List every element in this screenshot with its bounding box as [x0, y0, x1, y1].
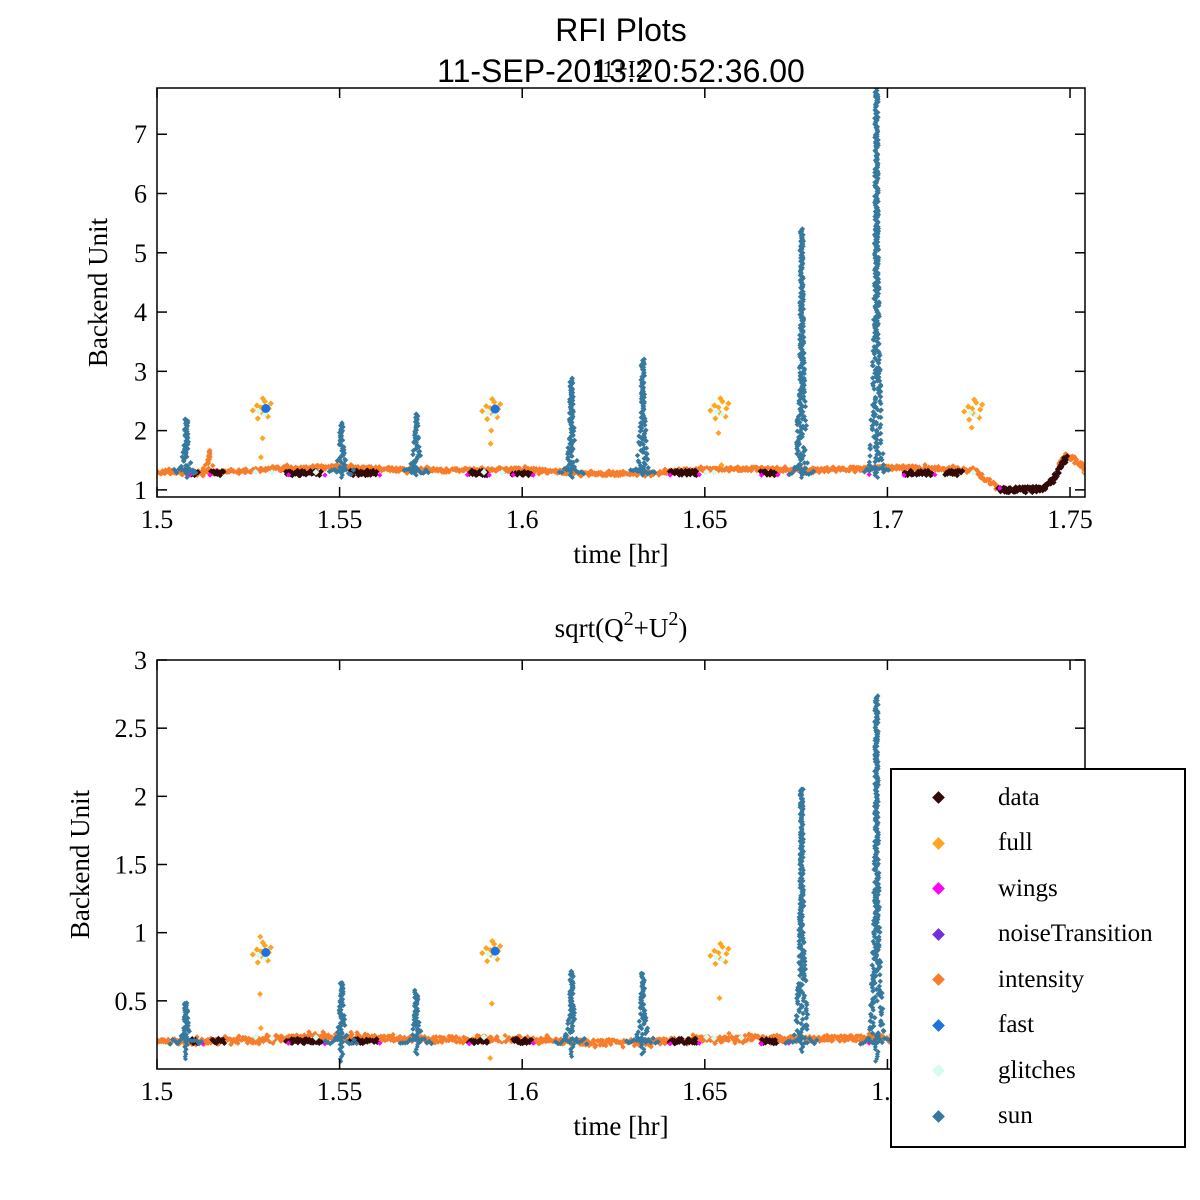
legend-item-sun: sun	[892, 1094, 1184, 1140]
series-data	[188, 453, 1071, 496]
top-plot-axes: 1.5 1.55 1.6 1.65 1.7 1.75 1 2 3 4 5 6 7 time [hr] Bac…	[83, 87, 1093, 569]
y-tick-label: 3	[134, 646, 147, 675]
x-tick-label: 1.6	[506, 1077, 539, 1106]
legend-label: noiseTransition	[998, 920, 1153, 948]
y-axis-label: Backend Unit	[65, 789, 95, 939]
subplot2-title-part: )	[678, 613, 688, 643]
legend-label: intensity	[998, 965, 1085, 993]
legend-item-fast: fast	[892, 1003, 1184, 1049]
x-tick-label: 1.75	[1047, 505, 1093, 534]
series-sun	[171, 88, 892, 480]
x-tick-label: 1.55	[317, 1077, 363, 1106]
y-tick-label: 7	[134, 120, 147, 149]
legend-marker-data	[932, 791, 945, 805]
legend-marker-fast	[932, 1018, 945, 1032]
x-tick-label: 1.55	[317, 505, 363, 534]
subplot2-title: sqrt(Q2+U2)	[157, 606, 1085, 643]
subplot2-title-part: 2	[668, 608, 679, 630]
top-plot-series	[157, 88, 1085, 496]
legend-item-noiseTransition: noiseTransition	[892, 912, 1184, 958]
legend-item-intensity: intensity	[892, 957, 1184, 1003]
legend-label: data	[998, 783, 1040, 811]
legend-label: full	[998, 829, 1033, 857]
x-tick-label: 1.5	[141, 1077, 174, 1106]
fast-dot	[261, 403, 271, 413]
series-intensity	[157, 1029, 1085, 1050]
series-data	[188, 1035, 965, 1047]
legend-label: wings	[998, 874, 1058, 902]
legend-label: glitches	[998, 1056, 1076, 1084]
x-tick-label: 1.6	[506, 505, 539, 534]
y-tick-label: 2.5	[115, 714, 148, 743]
legend: data full wings noiseTransition intensity fas…	[890, 768, 1186, 1148]
series-sun	[167, 693, 895, 1064]
fast-dot	[261, 947, 271, 957]
legend-marker-noiseTransition	[932, 927, 945, 941]
y-tick-label: 2	[134, 782, 147, 811]
y-tick-label: 2	[134, 417, 147, 446]
y-tick-label: 1	[134, 476, 147, 505]
x-tick-label: 1.7	[871, 505, 904, 534]
y-tick-label: 6	[134, 180, 147, 209]
x-tick-label: 1.65	[682, 1077, 728, 1106]
legend-label: sun	[998, 1102, 1033, 1130]
legend-marker-intensity	[932, 973, 945, 987]
legend-marker-wings	[932, 882, 945, 896]
figure-timestamp: 11-SEP-2013:20:52:36.00	[437, 53, 805, 89]
y-tick-label: 1	[134, 919, 147, 948]
fast-dot	[490, 404, 500, 414]
subplot1-title: I1+I2	[594, 57, 648, 83]
fast-dot	[490, 946, 500, 956]
y-tick-label: 5	[134, 239, 147, 268]
subplot2-title-part: 2	[623, 608, 634, 630]
y-tick-label: 4	[134, 298, 147, 327]
x-tick-label: 1.65	[682, 505, 728, 534]
legend-label: fast	[998, 1011, 1035, 1039]
x-axis-label: time [hr]	[573, 1111, 668, 1141]
legend-marker-sun	[932, 1109, 945, 1123]
x-tick-label: 1.5	[141, 505, 174, 534]
x-axis-label: time [hr]	[573, 539, 668, 569]
legend-marker-full	[932, 836, 945, 850]
y-tick-label: 0.5	[115, 987, 148, 1016]
legend-item-wings: wings	[892, 866, 1184, 912]
legend-marker-glitches	[932, 1064, 945, 1078]
legend-item-full: full	[892, 821, 1184, 867]
y-axis-label: Backend Unit	[83, 217, 113, 367]
y-tick-label: 1.5	[115, 851, 148, 880]
subplot2-title-part: +U	[633, 613, 669, 643]
legend-item-glitches: glitches	[892, 1048, 1184, 1094]
y-tick-label: 3	[134, 357, 147, 386]
subplot2-title-part: sqrt(Q	[554, 613, 624, 643]
figure-title: RFI Plots	[555, 12, 687, 48]
legend-item-data: data	[892, 775, 1184, 821]
